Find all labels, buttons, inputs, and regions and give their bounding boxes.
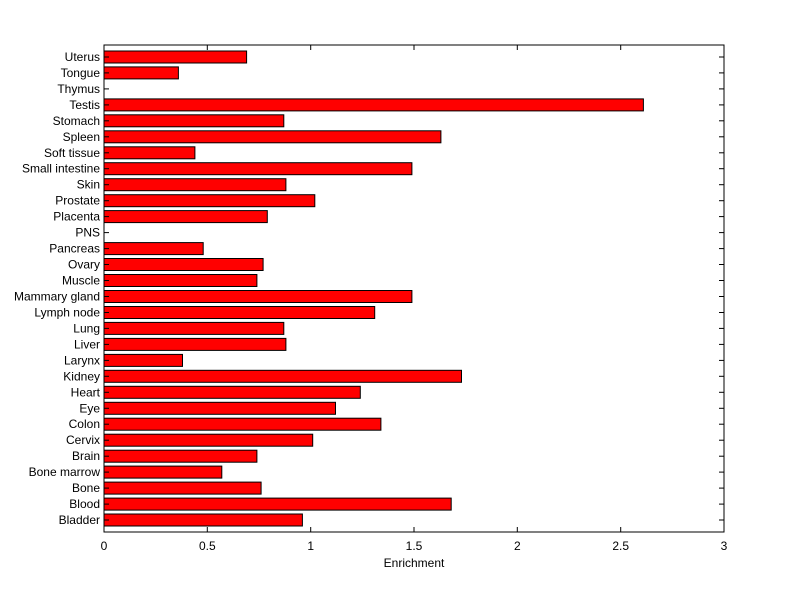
- bar-small-intestine: [103, 162, 413, 176]
- y-tick-label-lung: Lung: [73, 321, 100, 335]
- y-tick-label-muscle: Muscle: [62, 274, 100, 288]
- bar-bone-marrow: [103, 465, 223, 479]
- y-tick-label-uterus: Uterus: [65, 50, 100, 64]
- bars-group: [103, 50, 644, 527]
- x-tick-label-4: 2: [514, 539, 521, 553]
- bar-pancreas: [103, 242, 204, 256]
- y-tick-label-mammary-gland: Mammary gland: [14, 290, 100, 304]
- bar-brain: [103, 449, 258, 463]
- bar-blood: [103, 497, 452, 511]
- y-tick-label-liver: Liver: [74, 337, 100, 351]
- y-tick-label-skin: Skin: [77, 178, 100, 192]
- bar-soft-tissue: [103, 146, 196, 160]
- bar-stomach: [103, 114, 285, 128]
- bar-cervix: [103, 433, 314, 447]
- x-tick-label-1: 0.5: [199, 539, 216, 553]
- bar-eye: [103, 401, 336, 415]
- bar-lymph-node: [103, 306, 376, 319]
- bar-spleen: [103, 130, 442, 144]
- y-tick-label-eye: Eye: [79, 401, 100, 415]
- bar-lung: [103, 321, 285, 335]
- bar-bone: [103, 481, 262, 495]
- y-tick-label-stomach: Stomach: [53, 114, 100, 128]
- y-tick-label-placenta: Placenta: [53, 210, 100, 224]
- y-tick-label-testis: Testis: [69, 98, 100, 112]
- y-tick-label-colon: Colon: [69, 417, 100, 431]
- bar-uterus: [103, 50, 248, 64]
- y-tick-label-prostate: Prostate: [55, 194, 100, 208]
- x-tick-label-2: 1: [307, 539, 314, 553]
- bar-heart: [103, 385, 361, 399]
- x-tick-label-5: 2.5: [612, 539, 629, 553]
- y-tick-label-bone-marrow: Bone marrow: [29, 465, 101, 479]
- bar-prostate: [103, 194, 316, 208]
- y-tick-label-ovary: Ovary: [68, 258, 100, 272]
- bar-muscle: [103, 274, 258, 287]
- y-tick-label-larynx: Larynx: [64, 353, 100, 367]
- y-tick-label-pancreas: Pancreas: [49, 242, 100, 256]
- bar-mammary-gland: [103, 290, 413, 303]
- plot-area-frame: [103, 44, 725, 533]
- bar-testis: [103, 98, 644, 112]
- x-axis-title: Enrichment: [384, 556, 445, 570]
- y-tick-label-soft-tissue: Soft tissue: [44, 146, 100, 160]
- bar-skin: [103, 178, 287, 192]
- y-tick-label-spleen: Spleen: [63, 130, 100, 144]
- x-tick-label-6: 3: [721, 539, 728, 553]
- bar-placenta: [103, 210, 268, 224]
- y-tick-label-bladder: Bladder: [59, 513, 100, 527]
- bar-tongue: [103, 66, 179, 80]
- x-tick-label-3: 1.5: [406, 539, 423, 553]
- bar-liver: [103, 337, 287, 351]
- y-tick-label-kidney: Kidney: [63, 369, 100, 383]
- y-tick-label-pns: PNS: [75, 226, 100, 240]
- ticks-group: Uterus Tongue Thymus Testis Stomach Spleen Sof…: [14, 45, 728, 553]
- bar-colon: [103, 417, 382, 431]
- y-tick-label-brain: Brain: [72, 449, 100, 463]
- y-tick-label-lymph-node: Lymph node: [34, 306, 100, 320]
- y-tick-label-cervix: Cervix: [66, 433, 100, 447]
- y-tick-label-tongue: Tongue: [61, 66, 101, 80]
- bar-ovary: [103, 258, 264, 271]
- bar-bladder: [103, 513, 303, 527]
- y-tick-label-small-intestine: Small intestine: [22, 162, 100, 176]
- bar-kidney: [103, 369, 462, 383]
- y-tick-label-bone: Bone: [72, 481, 100, 495]
- y-tick-label-heart: Heart: [71, 385, 101, 399]
- bar-larynx: [103, 353, 183, 367]
- y-tick-label-blood: Blood: [69, 497, 100, 511]
- y-tick-label-thymus: Thymus: [57, 82, 100, 96]
- x-tick-label-0: 0: [101, 539, 108, 553]
